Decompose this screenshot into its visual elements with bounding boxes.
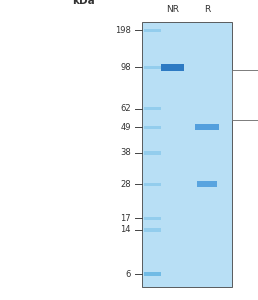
FancyBboxPatch shape — [195, 124, 219, 130]
FancyBboxPatch shape — [143, 183, 161, 186]
Text: 2.5 µg loading
NR = Non-reduced
R = Reduced: 2.5 µg loading NR = Non-reduced R = Redu… — [236, 76, 258, 96]
Text: 38: 38 — [120, 148, 131, 158]
Text: 49: 49 — [120, 123, 131, 132]
FancyBboxPatch shape — [161, 64, 184, 70]
FancyBboxPatch shape — [197, 182, 217, 187]
FancyBboxPatch shape — [143, 107, 161, 110]
Text: 6: 6 — [126, 269, 131, 278]
Text: 198: 198 — [115, 26, 131, 35]
FancyBboxPatch shape — [143, 272, 161, 276]
Text: NR: NR — [166, 5, 179, 14]
Text: 98: 98 — [120, 63, 131, 72]
Text: kDa: kDa — [72, 0, 95, 6]
FancyBboxPatch shape — [143, 66, 161, 69]
FancyBboxPatch shape — [143, 217, 161, 220]
FancyBboxPatch shape — [143, 126, 161, 129]
Text: 28: 28 — [120, 180, 131, 189]
FancyBboxPatch shape — [232, 70, 258, 120]
FancyBboxPatch shape — [143, 29, 161, 32]
Text: R: R — [204, 5, 210, 14]
Text: 17: 17 — [120, 214, 131, 223]
FancyBboxPatch shape — [143, 228, 161, 232]
FancyBboxPatch shape — [142, 22, 232, 287]
Text: 62: 62 — [120, 104, 131, 113]
FancyBboxPatch shape — [143, 151, 161, 154]
Text: 14: 14 — [120, 225, 131, 234]
